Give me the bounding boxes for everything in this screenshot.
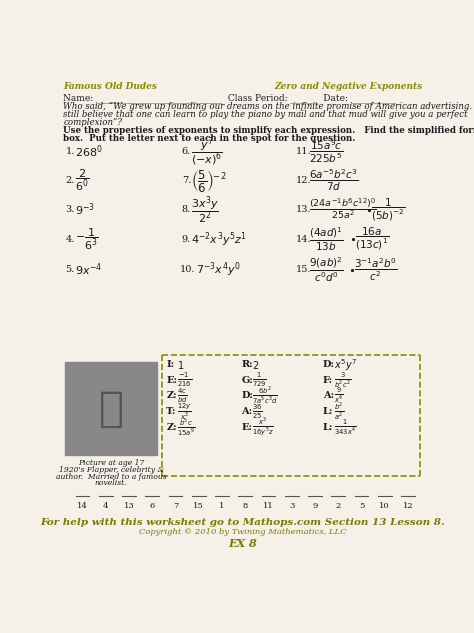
Text: 7: 7 xyxy=(173,502,178,510)
Text: $\bullet$: $\bullet$ xyxy=(347,265,355,275)
Text: complexion”?: complexion”? xyxy=(63,118,122,127)
Text: $9^{-3}$: $9^{-3}$ xyxy=(75,202,95,218)
Text: novelist.: novelist. xyxy=(95,479,128,487)
Text: 9.: 9. xyxy=(182,235,191,244)
Text: $\frac{1}{729}$: $\frac{1}{729}$ xyxy=(252,371,267,389)
Text: 3: 3 xyxy=(289,502,294,510)
Text: $1$: $1$ xyxy=(177,359,184,371)
Text: Z:: Z: xyxy=(166,423,177,432)
Text: 10: 10 xyxy=(380,502,390,510)
Text: $\frac{b^{5}c}{15a^{9}}$: $\frac{b^{5}c}{15a^{9}}$ xyxy=(177,417,195,437)
Text: 8: 8 xyxy=(243,502,248,510)
Text: Z:: Z: xyxy=(166,391,177,400)
Text: $\frac{9}{x^{4}}$: $\frac{9}{x^{4}}$ xyxy=(334,385,343,405)
Text: E:: E: xyxy=(241,423,252,432)
Text: EX 8: EX 8 xyxy=(228,538,257,549)
Text: $x^{5}y^{7}$: $x^{5}y^{7}$ xyxy=(334,357,357,373)
Text: 4: 4 xyxy=(103,502,109,510)
Text: $\dfrac{2}{6^{0}}$: $\dfrac{2}{6^{0}}$ xyxy=(75,168,89,193)
Text: A:: A: xyxy=(323,391,334,400)
Text: box.  Put the letter next to each in the spot for the question.: box. Put the letter next to each in the … xyxy=(63,134,356,142)
Text: A:: A: xyxy=(241,407,253,416)
Text: 15: 15 xyxy=(193,502,204,510)
Text: 5: 5 xyxy=(359,502,364,510)
Text: 7.: 7. xyxy=(182,176,191,185)
Text: $\frac{x^{3}}{16y^{5}z}$: $\frac{x^{3}}{16y^{5}z}$ xyxy=(252,417,274,438)
Text: $268^{0}$: $268^{0}$ xyxy=(75,143,102,160)
Text: still believe that one can learn to play the piano by mail and that mud will giv: still believe that one can learn to play… xyxy=(63,110,468,119)
Text: $\dfrac{15a^{9}c}{225b^{5}}$: $\dfrac{15a^{9}c}{225b^{5}}$ xyxy=(309,138,343,165)
Text: 5.: 5. xyxy=(65,265,75,275)
Text: $4^{-2}x^{3}y^{5}z^{1}$: $4^{-2}x^{3}y^{5}z^{1}$ xyxy=(191,230,247,249)
Text: Copyright © 2010 by Twining Mathematics, LLC: Copyright © 2010 by Twining Mathematics,… xyxy=(139,528,346,536)
Text: $9x^{-4}$: $9x^{-4}$ xyxy=(75,261,102,279)
Text: 👤: 👤 xyxy=(99,387,124,430)
Text: $\frac{4c}{bd}$: $\frac{4c}{bd}$ xyxy=(177,386,188,404)
Text: $\frac{12y}{x^{3}}$: $\frac{12y}{x^{3}}$ xyxy=(177,401,192,422)
Text: 9: 9 xyxy=(312,502,318,510)
Text: For help with this worksheet go to Mathops.com Section 13 Lesson 8.: For help with this worksheet go to Matho… xyxy=(41,518,445,527)
Text: $\left(\dfrac{5}{6}\right)^{\!\!-2}$: $\left(\dfrac{5}{6}\right)^{\!\!-2}$ xyxy=(191,168,227,194)
Text: $2$: $2$ xyxy=(252,359,259,371)
Text: author.  Married to a famous: author. Married to a famous xyxy=(56,472,166,480)
Text: $\dfrac{6a^{-5}b^{2}c^{3}}{7d}$: $\dfrac{6a^{-5}b^{2}c^{3}}{7d}$ xyxy=(309,168,359,193)
Text: $\dfrac{3^{-1}a^{2}b^{0}}{c^{2}}$: $\dfrac{3^{-1}a^{2}b^{0}}{c^{2}}$ xyxy=(354,256,398,284)
Text: 1: 1 xyxy=(219,502,225,510)
Text: 10.: 10. xyxy=(180,265,196,275)
Text: I:: I: xyxy=(166,360,174,369)
Bar xyxy=(65,363,157,454)
Text: $\dfrac{1}{(5b)^{-2}}$: $\dfrac{1}{(5b)^{-2}}$ xyxy=(371,197,405,223)
Text: $\frac{1}{343x^{4}}$: $\frac{1}{343x^{4}}$ xyxy=(334,417,356,437)
Text: T:: T: xyxy=(166,407,177,416)
Text: 14.: 14. xyxy=(296,235,311,244)
Text: $7^{-3}x^{4}y^{0}$: $7^{-3}x^{4}y^{0}$ xyxy=(196,261,240,279)
Text: $\frac{6b^{2}}{7a^{5}c^{3}d}$: $\frac{6b^{2}}{7a^{5}c^{3}d}$ xyxy=(252,385,278,406)
Text: 6: 6 xyxy=(150,502,155,510)
Text: $\dfrac{16a}{(13c)^{1}}$: $\dfrac{16a}{(13c)^{1}}$ xyxy=(356,226,389,252)
Text: 2.: 2. xyxy=(65,176,75,185)
Text: 11.: 11. xyxy=(296,147,311,156)
Text: 3.: 3. xyxy=(65,206,75,215)
Text: D:: D: xyxy=(241,391,253,400)
Text: R:: R: xyxy=(241,360,253,369)
Text: 13: 13 xyxy=(124,502,134,510)
Text: $\dfrac{y^{7}}{(-x)^{6}}$: $\dfrac{y^{7}}{(-x)^{6}}$ xyxy=(191,135,223,168)
Text: Use the properties of exponents to simplify each expression.   Find the simplifi: Use the properties of exponents to simpl… xyxy=(63,126,474,135)
Text: 1.: 1. xyxy=(65,147,75,156)
Text: $\bullet$: $\bullet$ xyxy=(349,234,356,244)
Text: Name: ____________________________  Class Period: ______  Date: __________: Name: ____________________________ Class… xyxy=(63,93,396,103)
Text: 11: 11 xyxy=(263,502,274,510)
Text: $\frac{b^{2}}{a^{2}}$: $\frac{b^{2}}{a^{2}}$ xyxy=(334,401,344,422)
Text: 12.: 12. xyxy=(296,176,311,185)
Text: $\dfrac{9(ab)^{2}}{c^{0}d^{0}}$: $\dfrac{9(ab)^{2}}{c^{0}d^{0}}$ xyxy=(309,256,344,284)
Text: L:: L: xyxy=(323,407,333,416)
Text: Who said, “We grew up founding our dreams on the infinite promise of American ad: Who said, “We grew up founding our dream… xyxy=(63,102,474,111)
Text: $-\dfrac{1}{6^{3}}$: $-\dfrac{1}{6^{3}}$ xyxy=(75,227,99,252)
Text: 12: 12 xyxy=(403,502,413,510)
Text: Picture at age 17: Picture at age 17 xyxy=(78,459,145,467)
Text: 1920's Flapper, celebrity &: 1920's Flapper, celebrity & xyxy=(59,466,164,473)
Text: 13.: 13. xyxy=(296,206,311,215)
Text: L:: L: xyxy=(323,423,333,432)
Text: Zero and Negative Exponents: Zero and Negative Exponents xyxy=(274,82,423,91)
Text: $\dfrac{(24a^{-1}b^{6}c^{12})^{0}}{25a^{2}}$: $\dfrac{(24a^{-1}b^{6}c^{12})^{0}}{25a^{… xyxy=(309,196,377,221)
Text: 4.: 4. xyxy=(65,235,75,244)
Text: 8.: 8. xyxy=(182,206,191,215)
Text: $\dfrac{(4ad)^{1}}{13b}$: $\dfrac{(4ad)^{1}}{13b}$ xyxy=(309,226,344,253)
Text: $\frac{-1}{216}$: $\frac{-1}{216}$ xyxy=(177,371,192,389)
Text: $\frac{3}{b^{2}c^{2}}$: $\frac{3}{b^{2}c^{2}}$ xyxy=(334,370,351,390)
Text: 14: 14 xyxy=(77,502,88,510)
Text: D:: D: xyxy=(323,360,335,369)
Text: 15.: 15. xyxy=(296,265,311,275)
Text: 6.: 6. xyxy=(182,147,191,156)
Text: G:: G: xyxy=(241,375,253,385)
Text: F:: F: xyxy=(323,375,333,385)
Text: E:: E: xyxy=(166,375,177,385)
Text: $\bullet$: $\bullet$ xyxy=(365,205,372,215)
Text: $\dfrac{3x^{3}y}{2^{2}}$: $\dfrac{3x^{3}y}{2^{2}}$ xyxy=(191,194,219,226)
Text: 2: 2 xyxy=(336,502,341,510)
Text: $\frac{36}{25}$: $\frac{36}{25}$ xyxy=(252,403,263,421)
Text: Famous Old Dudes: Famous Old Dudes xyxy=(63,82,157,91)
